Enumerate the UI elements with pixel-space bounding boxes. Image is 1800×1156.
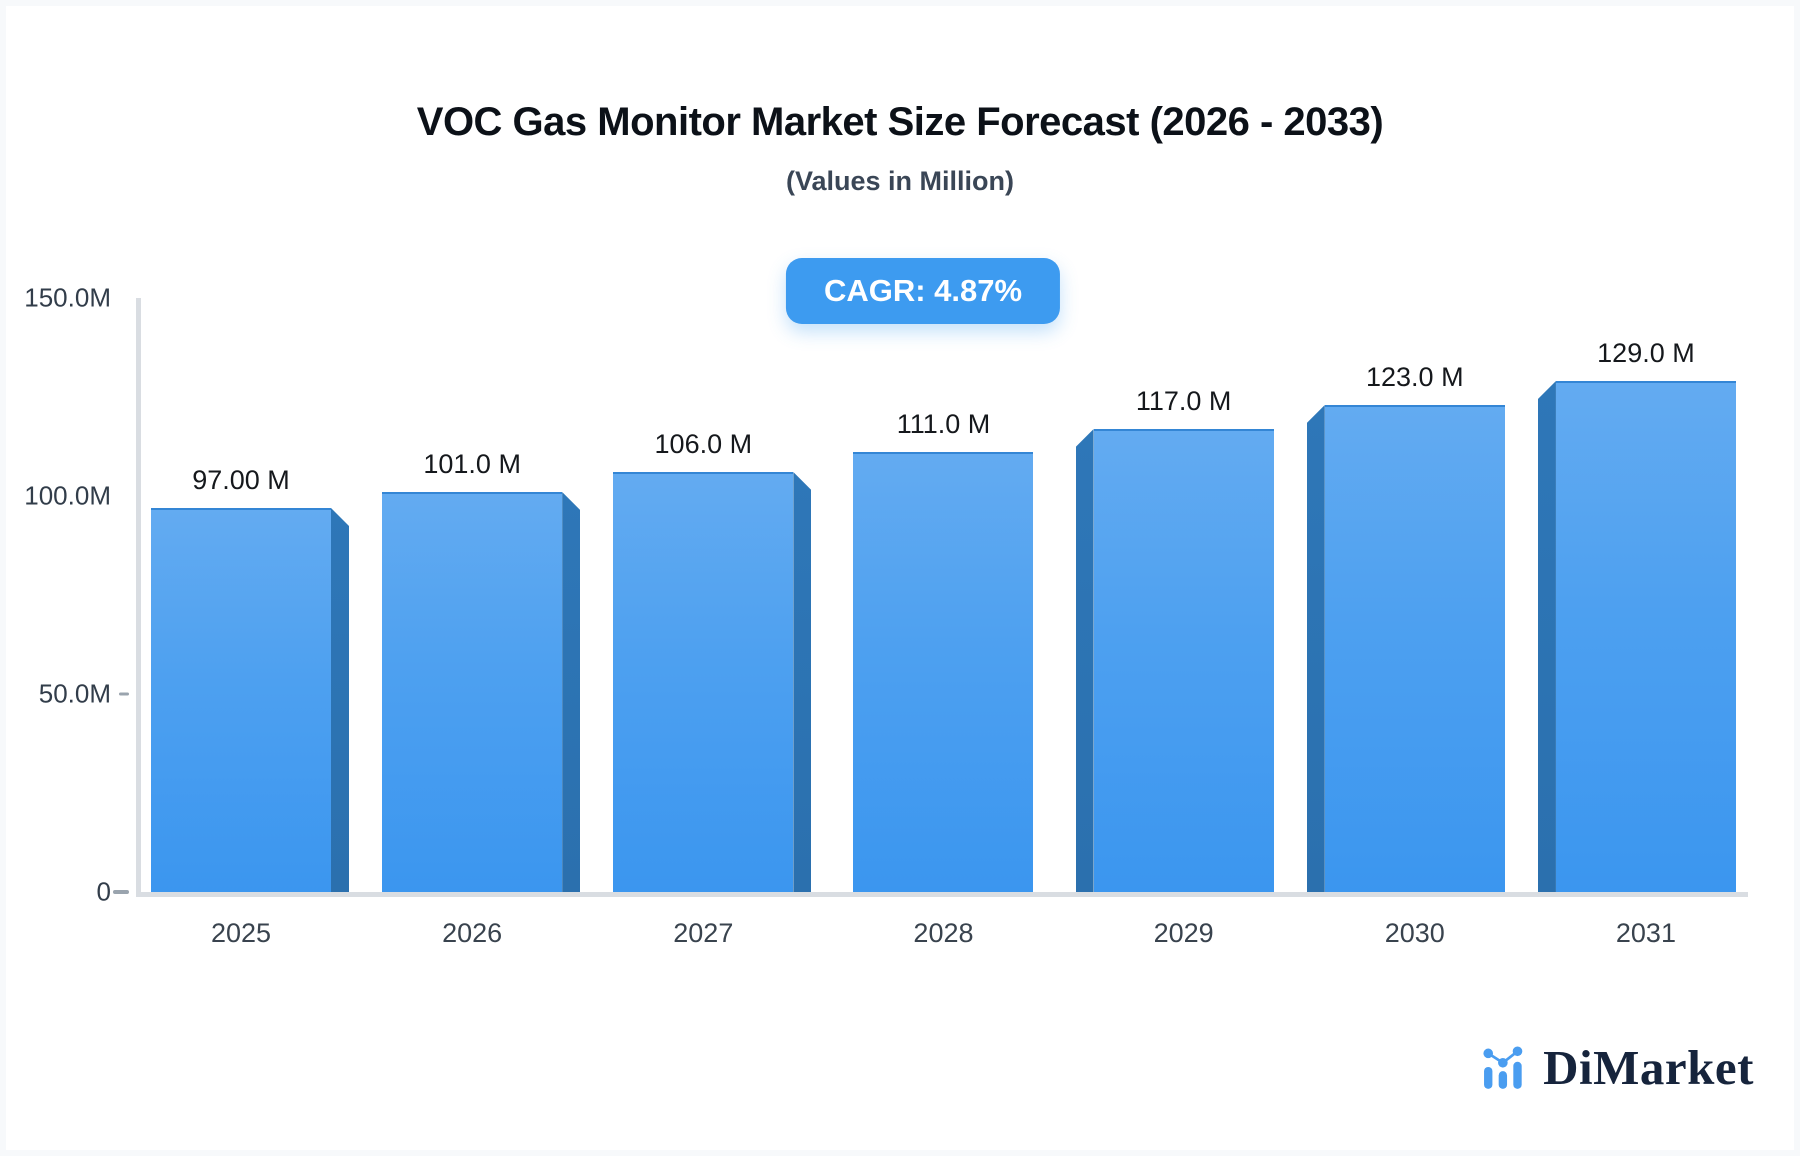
bar-side-face [562, 492, 581, 892]
y-axis-tick-label: 150.0M [24, 282, 111, 313]
bar-side-face [331, 508, 349, 892]
cagr-badge: CAGR: 4.87% [785, 258, 1061, 324]
logo-chart-icon [1483, 1045, 1529, 1091]
y-axis-tick-label: 50.0M [38, 678, 111, 709]
y-axis-tick-label: 0 [96, 876, 111, 907]
bar-value-label: 117.0 M [1135, 386, 1232, 416]
bar-group-2031[interactable]: 129.0 M 2031 [1537, 338, 1736, 948]
bar-group-2025[interactable]: 97.00 M 2025 [151, 465, 349, 948]
x-axis-label: 2029 [1153, 918, 1214, 948]
bar-face[interactable] [151, 508, 331, 892]
x-axis-label: 2028 [913, 918, 974, 948]
bar-face[interactable] [1093, 429, 1274, 892]
chart-subtitle: (Values in Million) [785, 166, 1015, 196]
bar-side-face [793, 472, 812, 892]
bar-side-face [1537, 381, 1556, 892]
plot-area: 97.00 M 2025 101.0 M 2026 106.0 M 2027 111.0 M… [24, 283, 1748, 948]
brand-logo: DiMarket [1483, 1039, 1754, 1096]
bar-value-label: 111.0 M [896, 409, 991, 439]
logo-text: DiMarket [1543, 1040, 1754, 1095]
bar-group-2030[interactable]: 123.0 M 2030 [1306, 362, 1505, 948]
bar-face[interactable] [1555, 381, 1736, 892]
bar-group-2028[interactable]: 111.0 M 2028 [844, 409, 1042, 948]
bars-container: 97.00 M 2025 101.0 M 2026 106.0 M 2027 111.0 M… [141, 298, 1748, 948]
bar-value-label: 129.0 M [1597, 338, 1695, 368]
bar-face[interactable] [382, 492, 563, 892]
bar-side-face [1075, 429, 1094, 892]
x-axis-label: 2031 [1615, 918, 1676, 948]
bar-value-label: 123.0 M [1366, 362, 1464, 392]
chart-card: VOC Gas Monitor Market Size Forecast (20… [6, 6, 1794, 1150]
bar-value-label: 106.0 M [654, 429, 753, 459]
bar-value-label: 97.00 M [192, 465, 290, 495]
bar-face[interactable] [853, 452, 1034, 892]
bar-group-2029[interactable]: 117.0 M 2029 [1075, 386, 1274, 948]
bar-face[interactable] [1324, 405, 1505, 892]
x-axis-label: 2025 [210, 918, 272, 948]
bar-group-2027[interactable]: 106.0 M 2027 [613, 429, 812, 948]
x-axis-label: 2030 [1384, 918, 1445, 948]
y-axis-tick-mark [119, 692, 129, 696]
bar-value-label: 101.0 M [423, 449, 521, 479]
x-axis-label: 2026 [442, 918, 503, 948]
chart-title: VOC Gas Monitor Market Size Forecast (20… [416, 100, 1384, 144]
bar-group-2026[interactable]: 101.0 M 2026 [382, 449, 581, 948]
bar-side-face [1306, 405, 1325, 892]
bar-face[interactable] [613, 472, 794, 892]
y-axis-tick-mark [113, 890, 129, 894]
y-axis-tick-label: 100.0M [24, 480, 111, 511]
x-axis-label: 2027 [673, 918, 734, 948]
